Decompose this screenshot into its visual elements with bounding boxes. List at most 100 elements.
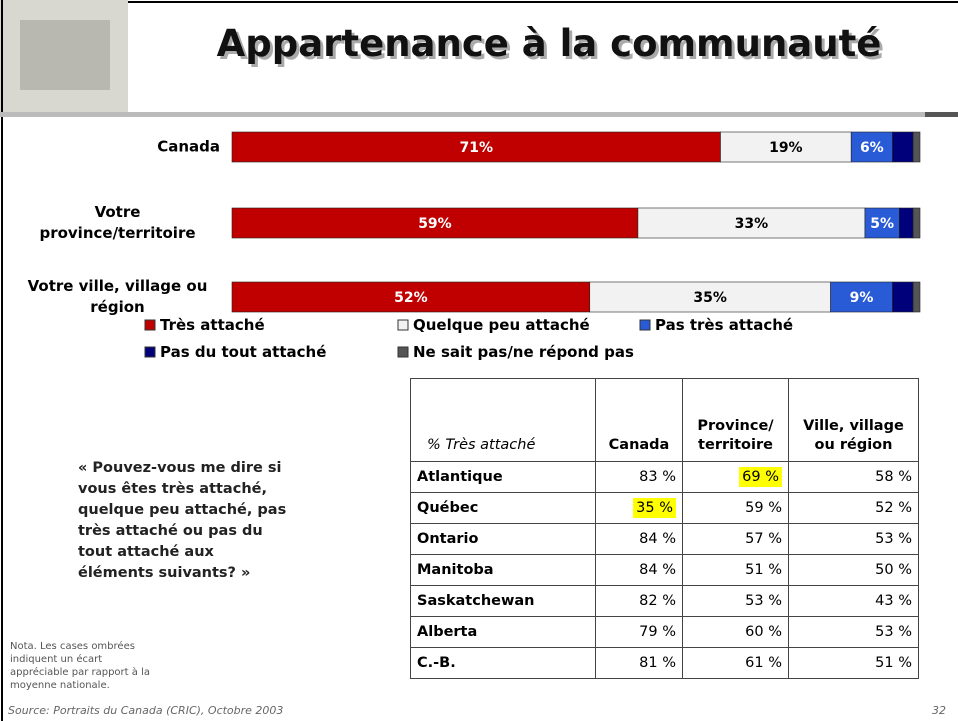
page-number: 32	[932, 704, 946, 717]
value-label: 71%	[459, 140, 493, 156]
header-rule	[0, 112, 958, 117]
table-cell: 60 %	[682, 616, 789, 648]
table-row: Manitoba 84 % 51 % 50 %	[410, 554, 919, 586]
table-row: Saskatchewan 82 % 53 % 43 %	[410, 585, 919, 617]
cell-text: 59 %	[745, 500, 782, 516]
legend-swatch	[144, 346, 156, 358]
table-cell: 52 %	[788, 492, 919, 524]
legend-swatch	[144, 319, 156, 331]
legend-swatch	[397, 319, 409, 331]
table-cell: Saskatchewan	[410, 585, 596, 617]
table-row: Atlantique 83 % 69 % 58 %	[410, 461, 919, 493]
header-cell: % Très attaché	[410, 378, 596, 462]
bar-segment	[899, 207, 914, 239]
cell-text: Manitoba	[417, 562, 494, 578]
bar-segment	[589, 281, 831, 313]
question: « Pouvez-vous me dire si vous êtes très …	[78, 460, 287, 581]
cell-text: 53 %	[875, 624, 912, 640]
cell-text: 60 %	[745, 624, 782, 640]
cell-text: 84 %	[639, 562, 676, 578]
table-cell: 83 %	[595, 461, 683, 493]
value-label: 9%	[850, 290, 874, 306]
table-row: C.-B. 81 % 61 % 51 %	[410, 647, 919, 679]
table-cell: 79 %	[595, 616, 683, 648]
cell-text: Atlantique	[417, 469, 503, 485]
building	[20, 20, 110, 90]
cell-text: 84 %	[639, 531, 676, 547]
table-cell: Ontario	[410, 523, 596, 555]
value-label: 6%	[860, 140, 884, 156]
cell-text: C.-B.	[417, 655, 456, 671]
header-rule-end	[925, 112, 958, 117]
header-row: % Très attaché Canada Province/ territoire…	[410, 378, 919, 462]
legend-label: Pas du tout attaché	[160, 343, 326, 361]
table-cell: 82 %	[595, 585, 683, 617]
cell-text: Saskatchewan	[417, 593, 535, 609]
bar-segment	[231, 207, 639, 239]
header-cell: Ville, village ou région	[788, 378, 919, 462]
table-cell: 53 %	[788, 616, 919, 648]
cell-text: 82 %	[639, 593, 676, 609]
title: Appartenance à la communauté	[216, 22, 882, 65]
table-cell: 69 %	[682, 461, 789, 493]
header-cell: Canada	[595, 378, 683, 462]
bar-segment	[830, 281, 893, 313]
value-label: 59%	[418, 216, 452, 232]
table-cell: 53 %	[788, 523, 919, 555]
table-cell: 43 %	[788, 585, 919, 617]
value-label: 52%	[394, 290, 428, 306]
cell-text: 50 %	[875, 562, 912, 578]
bar-segment	[231, 131, 721, 163]
legend-label: Pas très attaché	[655, 316, 793, 334]
source: Source: Portraits du Canada (CRIC), Octo…	[8, 704, 284, 717]
value-label: 35%	[693, 290, 727, 306]
bar-segment	[637, 207, 866, 239]
highlighted-cell: 69 %	[739, 467, 782, 487]
table-cell: 53 %	[682, 585, 789, 617]
bar-segment	[912, 207, 921, 239]
table-row: Ontario 84 % 57 % 53 %	[410, 523, 919, 555]
bar-segment	[231, 281, 591, 313]
legend-label: Quelque peu attaché	[413, 316, 590, 334]
table-cell: Alberta	[410, 616, 596, 648]
cell-text: 57 %	[745, 531, 782, 547]
category-label: Votre ville, village ou région	[27, 277, 208, 316]
legend-swatch	[639, 319, 651, 331]
table-cell: Atlantique	[410, 461, 596, 493]
note: Nota. Les cases ombrées indiquent un éca…	[10, 641, 150, 691]
cell-text: 61 %	[745, 655, 782, 671]
legend-label: Très attaché	[160, 316, 265, 334]
bar-segment	[912, 131, 921, 163]
cell-text: 51 %	[875, 655, 912, 671]
table-cell: 35 %	[595, 492, 683, 524]
value-label: 5%	[870, 216, 894, 232]
legend-label: Ne sait pas/ne répond pas	[413, 343, 634, 361]
cell-text: 53 %	[875, 531, 912, 547]
table-cell: 81 %	[595, 647, 683, 679]
bar-segment	[850, 131, 893, 163]
bar-segment	[892, 131, 914, 163]
value-label: 19%	[769, 140, 803, 156]
table-cell: 51 %	[788, 647, 919, 679]
table-cell: 57 %	[682, 523, 789, 555]
table-cell: 84 %	[595, 523, 683, 555]
category-label: Votre province/territoire	[39, 203, 196, 242]
cell-text: 51 %	[745, 562, 782, 578]
value-label: 33%	[735, 216, 769, 232]
cell-text: 52 %	[875, 500, 912, 516]
table-cell: 61 %	[682, 647, 789, 679]
cell-text: 83 %	[639, 469, 676, 485]
bar-segment	[892, 281, 914, 313]
table-cell: Manitoba	[410, 554, 596, 586]
cell-text: 81 %	[639, 655, 676, 671]
header-cell: Province/ territoire	[682, 378, 789, 462]
category-label: Canada	[157, 137, 220, 156]
cell-text: Québec	[417, 500, 479, 516]
table-cell: 84 %	[595, 554, 683, 586]
cell-text: 79 %	[639, 624, 676, 640]
bar-segment	[912, 281, 921, 313]
highlighted-cell: 35 %	[633, 498, 676, 518]
cell-text: 53 %	[745, 593, 782, 609]
